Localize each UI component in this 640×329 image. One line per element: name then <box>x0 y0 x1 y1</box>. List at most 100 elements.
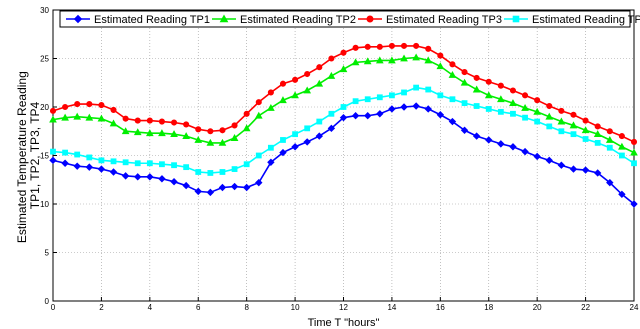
series-lines <box>49 42 638 208</box>
series-2-point <box>400 54 408 62</box>
series-4-point <box>86 154 93 161</box>
series-3-point <box>98 102 105 109</box>
series-3-point <box>497 82 504 89</box>
series-1-point <box>85 163 94 171</box>
series-2-point <box>303 86 312 94</box>
series-4-point <box>74 151 81 158</box>
series-3-point <box>279 80 287 87</box>
legend: Estimated Reading TP1 Estimated Reading T… <box>59 10 640 28</box>
series-4-point <box>304 125 311 132</box>
series-3-point <box>546 102 553 110</box>
y-tick-label: 25 <box>40 55 49 64</box>
series-3-point <box>534 97 541 104</box>
series-1-point <box>351 112 360 120</box>
series-1-point <box>158 175 166 183</box>
series-4-point <box>413 84 420 91</box>
series-2-point <box>109 119 118 127</box>
legend-label: Estimated Reading TP2 <box>240 14 356 26</box>
series-2-point <box>242 124 251 132</box>
series-1-point <box>436 111 445 119</box>
series-3-point <box>485 78 492 85</box>
series-1-point <box>472 132 481 140</box>
series-4-point <box>159 161 165 168</box>
y-axis-label: Estimated Temperature Reading TP1, TP2, … <box>15 68 42 243</box>
series-4-point <box>122 159 129 166</box>
series-2-point <box>218 138 227 146</box>
series-1-point <box>109 168 118 176</box>
x-tick-label: 22 <box>581 303 590 312</box>
series-2-point <box>593 130 602 138</box>
series-3-point <box>170 119 178 126</box>
x-tick-label: 4 <box>148 303 153 312</box>
series-1-point <box>497 140 505 148</box>
series-2-point <box>484 91 493 99</box>
series-3-point <box>74 101 81 108</box>
series-3-point <box>316 64 323 71</box>
series-1-point <box>242 183 251 192</box>
series-4-point <box>62 149 69 156</box>
series-1-point <box>339 113 348 122</box>
series-4-point <box>473 103 480 109</box>
series-4-point <box>437 92 444 99</box>
series-2-point <box>351 58 360 66</box>
series-1-point <box>618 190 626 199</box>
series-3-point <box>62 103 69 111</box>
series-1-point <box>593 169 602 177</box>
series-4-point <box>534 118 541 125</box>
series-4-point <box>606 144 613 151</box>
series-3-point <box>437 52 444 59</box>
series-1-point <box>630 200 638 208</box>
series-3-point <box>86 101 93 108</box>
x-axis-label: Time T "hours" <box>308 317 380 329</box>
series-1-point <box>569 165 578 173</box>
series-4-point <box>183 164 190 171</box>
series-4-point <box>546 123 553 130</box>
series-4-point <box>461 100 468 107</box>
series-2-point <box>73 112 82 120</box>
x-tick-label: 24 <box>630 303 639 312</box>
y-axis-label-line-2: TP1, TP2, TP3, TP4 <box>28 101 42 209</box>
series-3-point <box>255 99 262 106</box>
series-2-point <box>448 70 457 78</box>
y-tick-label: 0 <box>45 297 50 306</box>
x-tick-label: 18 <box>484 303 493 312</box>
series-3-point <box>352 44 359 51</box>
y-axis-label-line-1: Estimated Temperature Reading <box>15 71 29 243</box>
x-tick-label: 0 <box>51 303 56 312</box>
series-1-point <box>303 138 311 146</box>
series-1-point <box>412 102 420 110</box>
series-2 <box>49 53 638 156</box>
series-1-point <box>376 110 384 118</box>
series-2-point <box>497 95 505 103</box>
series-4-point <box>328 110 335 117</box>
series-2-point <box>267 103 275 111</box>
series-2-point <box>472 85 481 93</box>
series-4-point <box>110 158 117 165</box>
series-4-point <box>510 110 516 117</box>
series-2-point <box>206 138 215 146</box>
series-4-point <box>292 131 298 138</box>
legend-swatch-marker <box>219 14 229 23</box>
y-tick-label: 20 <box>40 103 49 112</box>
series-1-point <box>182 181 190 190</box>
series-1-point <box>460 126 469 134</box>
series-3-point <box>243 110 250 117</box>
legend-box <box>59 10 631 28</box>
series-4-point <box>364 96 371 103</box>
series-4 <box>50 84 637 176</box>
x-tick-label: 8 <box>244 303 249 312</box>
series-3-point <box>425 45 432 52</box>
series-4-point <box>449 96 456 103</box>
series-3-point <box>146 117 153 124</box>
series-1-point <box>218 183 227 192</box>
series-3-point <box>183 121 190 128</box>
series-4-point <box>376 94 383 101</box>
legend-swatch-marker <box>366 15 374 23</box>
series-4-point <box>618 152 625 159</box>
series-2-point <box>460 78 469 86</box>
series-2-point <box>145 129 154 137</box>
series-2-point <box>412 53 420 61</box>
series-2-point <box>49 115 57 123</box>
